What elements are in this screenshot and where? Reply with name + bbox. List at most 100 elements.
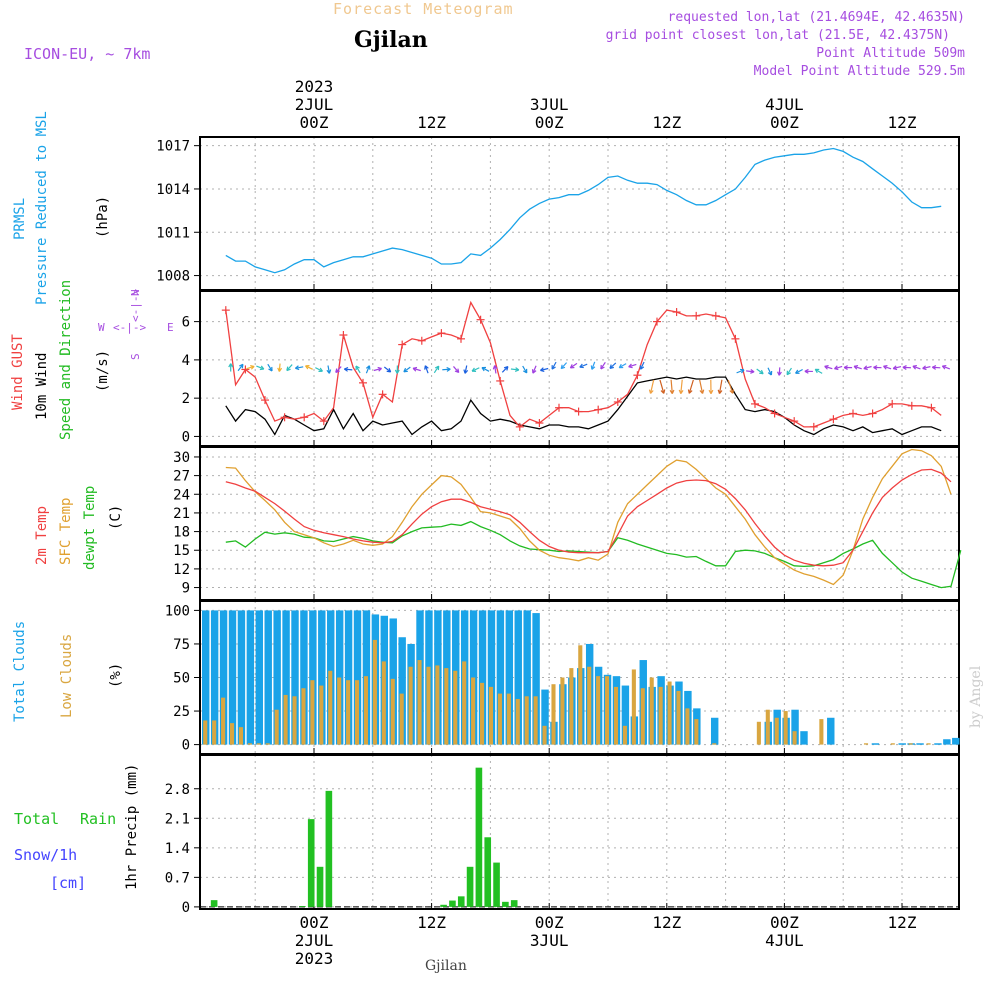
- wind-arrow-shaft: [814, 368, 823, 374]
- clouds-ytick-label: 75: [173, 637, 190, 653]
- wind-gust-line-point: [907, 401, 916, 410]
- wind-arrow-head: [902, 366, 907, 370]
- wind-arrow-head: [228, 363, 232, 368]
- total-cloud-bar: [282, 610, 290, 745]
- wind-arrow-head: [786, 372, 791, 376]
- low-cloud-bar: [685, 708, 690, 745]
- low-cloud-bar: [863, 743, 869, 745]
- wind-gust-line-point: [868, 409, 877, 418]
- wind-ytick-label: 6: [182, 315, 190, 331]
- wind-arrow: [560, 362, 568, 370]
- precip-unit-label: [cm]: [50, 874, 86, 892]
- wind-arrow-shaft: [883, 365, 892, 370]
- low-cloud-bar: [247, 743, 252, 745]
- wind-arrow: [699, 379, 705, 394]
- bottom-time-label: 12Z: [652, 913, 681, 932]
- wind-arrow-shaft: [688, 379, 694, 394]
- wind-arrow-head: [628, 366, 633, 369]
- wind-arrow-shaft: [373, 367, 382, 372]
- low-cloud-bar: [783, 711, 788, 745]
- wind-arrow-head: [732, 389, 735, 394]
- wind-arrow-head: [893, 367, 898, 371]
- precipitation-panel: 0 0.7 1.4 2.1 2.8: [165, 754, 960, 916]
- clouds-ytick-label: 0: [182, 738, 190, 754]
- wind-arrow-shaft: [912, 365, 921, 370]
- wind-arrow: [678, 379, 684, 394]
- model-label: ICON-EU, ~ 7km: [24, 45, 151, 63]
- temperature-ytick-label: 12: [173, 562, 190, 578]
- low-cloud-bar: [488, 686, 494, 745]
- wind-arrow: [804, 368, 813, 374]
- wind-arrow: [453, 366, 460, 374]
- clouds-ytick-label: 100: [165, 603, 190, 619]
- low-cloud-bar: [399, 693, 404, 745]
- top-time-label: 3JUL: [530, 95, 569, 114]
- wind-arrow-shaft: [424, 365, 429, 374]
- wind-arrow-head: [778, 371, 782, 376]
- wind-arrow-head: [561, 366, 566, 370]
- wind-arrow: [746, 369, 755, 374]
- wind-arrow-shaft: [942, 365, 951, 370]
- low-cloud-bar: [372, 639, 377, 745]
- precip-bar: [210, 900, 218, 907]
- wind-gust-line-point: [515, 422, 524, 431]
- wind-arrow-shaft: [579, 363, 588, 368]
- low-cloud-bar: [310, 680, 315, 745]
- precipitation-ytick-label: 1.4: [165, 841, 190, 857]
- wind-arrow-shaft: [464, 365, 468, 374]
- low-cloud-bar: [229, 723, 235, 745]
- low-cloud-bar: [381, 661, 386, 745]
- total-clouds-label: Total Clouds: [12, 621, 28, 722]
- precip-bar: [493, 862, 500, 907]
- total-cloud-bar: [621, 685, 630, 745]
- dewpt-line: [225, 520, 962, 589]
- temp2m-line: [225, 468, 952, 567]
- wind-arrow-shaft: [786, 367, 792, 376]
- wind-arrow-head: [365, 365, 370, 369]
- wind-arrow-shaft: [560, 362, 568, 370]
- wind-arrow-head: [515, 367, 520, 371]
- wind-arrow-shaft: [442, 368, 451, 371]
- total-cloud-bar: [478, 610, 487, 745]
- low-cloud-bar: [346, 680, 351, 745]
- bottom-time-label: 2023: [295, 949, 334, 968]
- wind-arrow-shaft: [922, 366, 931, 370]
- wind-gust-line-point: [633, 371, 642, 380]
- total-cloud-bar: [264, 610, 272, 745]
- total-cloud-bar: [871, 743, 880, 745]
- low-cloud-bar: [221, 697, 226, 745]
- wind-arrow-shaft: [481, 367, 490, 372]
- wind-arrow-shaft: [767, 367, 772, 376]
- wind-arrow: [777, 367, 782, 376]
- precip-bar: [475, 767, 483, 907]
- wind-arrow-head: [710, 389, 714, 394]
- low-cloud-bar: [667, 681, 672, 745]
- temperature-frame: [199, 446, 960, 601]
- wind-arrow: [326, 365, 332, 374]
- bottom-time-label: 2JUL: [295, 931, 334, 950]
- wind-arrow-head: [457, 368, 460, 373]
- top-time-label: 12Z: [652, 113, 681, 132]
- total-cloud-bar: [505, 610, 514, 745]
- wind-arrow: [892, 365, 902, 371]
- wind-arrow-head: [719, 390, 723, 394]
- wind-gust-line-point: [849, 409, 857, 418]
- low-cloud-bar: [203, 720, 208, 745]
- temp-ylabel: (C): [108, 505, 124, 530]
- low-cloud-bar: [926, 743, 931, 745]
- wind-arrow-shaft: [670, 379, 673, 394]
- wind-arrow-shaft: [246, 365, 255, 370]
- pressure-panel: 1008 1011 1014 1017: [156, 136, 960, 291]
- wind-arrow: [237, 363, 244, 372]
- wind-arrow: [294, 365, 304, 371]
- bottom-time-label: 3JUL: [530, 931, 569, 950]
- low-cloud-bar: [676, 690, 681, 745]
- wind-arrow-head: [503, 366, 509, 369]
- wind-arrow: [522, 365, 528, 374]
- low-cloud-bar: [640, 688, 645, 745]
- wind-gust-line-point: [300, 413, 309, 422]
- low-cloud-bar: [471, 677, 476, 745]
- wind-arrow-shaft: [494, 365, 497, 374]
- low-cloud-bar: [542, 725, 547, 745]
- wind-arrow-shaft: [355, 365, 361, 374]
